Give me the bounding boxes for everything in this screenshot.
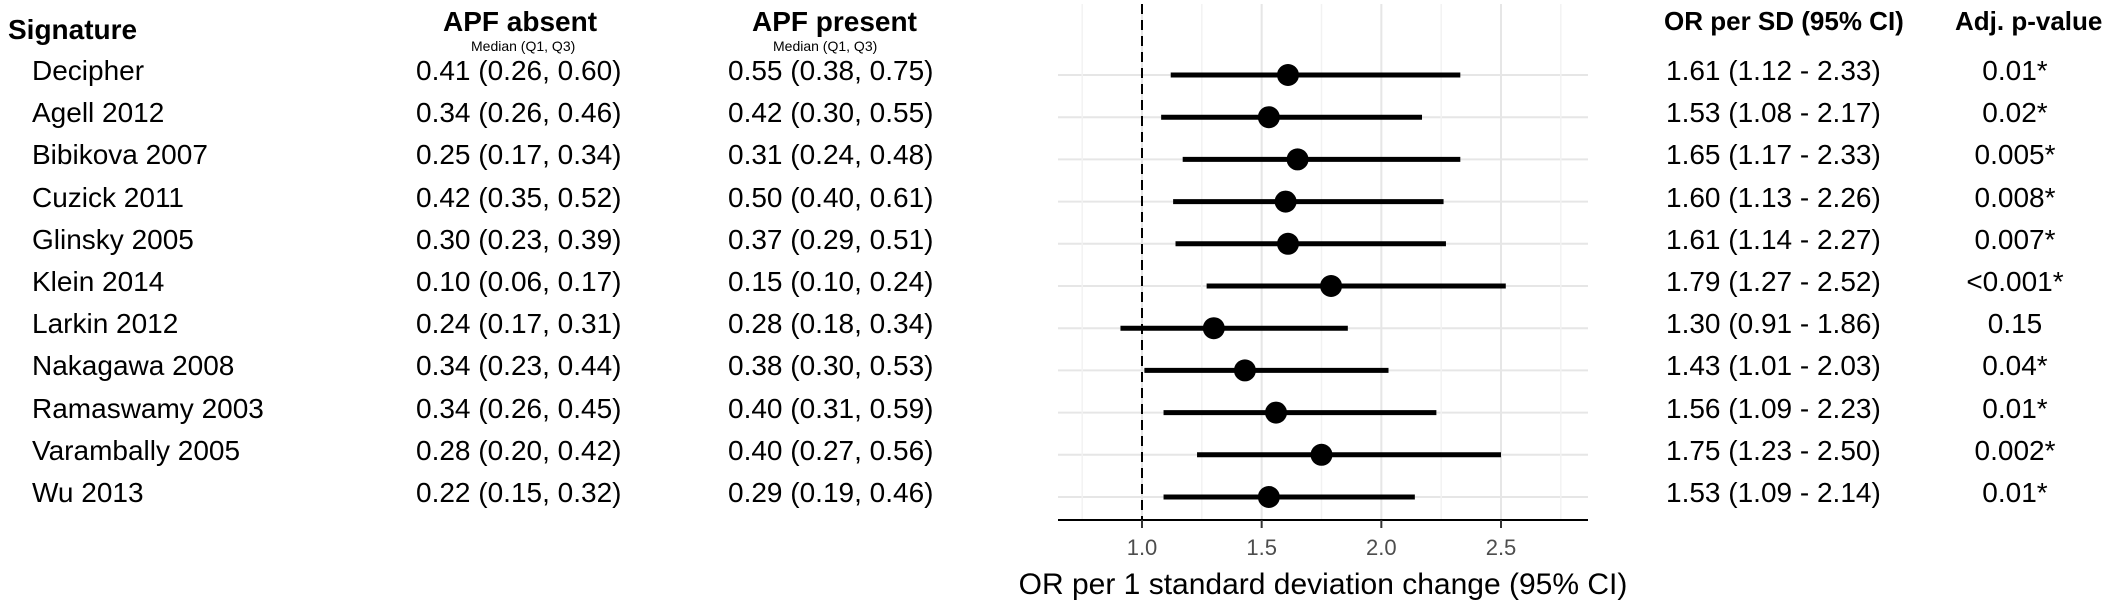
apf-present-value: 0.55 (0.38, 0.75) xyxy=(728,55,934,86)
or-ci-value: 1.53 (1.08 - 2.17) xyxy=(1666,97,1881,129)
signature-name: Klein 2014 xyxy=(32,266,165,297)
apf-absent-value: 0.10 (0.06, 0.17) xyxy=(416,266,622,297)
header-apf-present: APF present xyxy=(752,6,917,37)
p-value: 0.005* xyxy=(1974,139,2056,171)
signature-name: Ramaswamy 2003 xyxy=(32,392,264,424)
apf-present-value: 0.29 (0.19, 0.46) xyxy=(728,477,934,508)
signature-name: Decipher xyxy=(32,55,145,86)
signature-name: Glinsky 2005 xyxy=(32,223,194,255)
or-point xyxy=(1320,275,1343,297)
apf-absent-value: 0.22 (0.15, 0.32) xyxy=(416,477,622,508)
p-value: 0.01* xyxy=(1982,392,2048,424)
signature-name: Agell 2012 xyxy=(32,97,165,129)
p-value: 0.02* xyxy=(1982,97,2048,129)
x-tick-label: 1.0 xyxy=(1127,535,1158,560)
p-value: 0.008* xyxy=(1974,181,2056,213)
or-point xyxy=(1276,64,1299,86)
apf-absent-value: 0.30 (0.23, 0.39) xyxy=(416,223,622,255)
header-apf-absent: APF absent xyxy=(443,6,598,37)
apf-present-value: 0.15 (0.10, 0.24) xyxy=(728,266,934,297)
signature-name: Wu 2013 xyxy=(32,477,144,508)
or-point xyxy=(1286,148,1309,171)
apf-absent-value: 0.41 (0.26, 0.60) xyxy=(416,55,622,86)
p-value: 0.007* xyxy=(1974,223,2056,255)
apf-present-value: 0.28 (0.18, 0.34) xyxy=(728,308,934,340)
p-value: <0.001* xyxy=(1966,266,2064,297)
or-ci-value: 1.61 (1.14 - 2.27) xyxy=(1666,223,1881,255)
apf-absent-value: 0.28 (0.20, 0.42) xyxy=(416,434,622,466)
x-axis-label: OR per 1 standard deviation change (95% … xyxy=(1019,568,1628,601)
p-value: 0.15 xyxy=(1987,308,2043,340)
x-tick-label: 1.5 xyxy=(1246,535,1277,560)
or-ci-value: 1.53 (1.09 - 2.14) xyxy=(1666,477,1881,508)
apf-absent-value: 0.34 (0.23, 0.44) xyxy=(416,350,622,382)
or-ci-value: 1.43 (1.01 - 2.03) xyxy=(1666,350,1881,382)
or-point xyxy=(1202,317,1225,340)
or-ci-value: 1.30 (0.91 - 1.86) xyxy=(1666,308,1881,340)
or-ci-value: 1.60 (1.13 - 2.26) xyxy=(1666,181,1881,213)
or-ci-value: 1.61 (1.12 - 2.33) xyxy=(1666,55,1881,86)
or-point xyxy=(1233,359,1256,382)
or-point xyxy=(1257,486,1280,508)
apf-absent-value: 0.24 (0.17, 0.31) xyxy=(416,308,622,340)
apf-present-value: 0.37 (0.29, 0.51) xyxy=(728,223,934,255)
signature-name: Nakagawa 2008 xyxy=(32,350,235,382)
p-value: 0.01* xyxy=(1982,55,2048,86)
or-point xyxy=(1310,443,1333,466)
p-value: 0.01* xyxy=(1982,477,2048,508)
signature-name: Bibikova 2007 xyxy=(32,139,208,171)
apf-present-value: 0.40 (0.31, 0.59) xyxy=(728,392,934,424)
x-tick-label: 2.5 xyxy=(1486,535,1517,560)
or-point xyxy=(1265,401,1288,424)
header-apf-absent-sub: Median (Q1, Q3) xyxy=(471,38,576,54)
or-point xyxy=(1274,190,1297,213)
header-signature: Signature xyxy=(8,14,138,45)
apf-present-value: 0.42 (0.30, 0.55) xyxy=(728,97,934,129)
signature-name: Larkin 2012 xyxy=(32,308,179,340)
apf-absent-value: 0.34 (0.26, 0.46) xyxy=(416,97,622,129)
header-apf-present-sub: Median (Q1, Q3) xyxy=(773,38,878,54)
x-tick-label: 2.0 xyxy=(1366,535,1397,560)
p-value: 0.002* xyxy=(1974,434,2056,466)
header-pval: Adj. p-value xyxy=(1955,6,2103,36)
or-point xyxy=(1257,106,1280,129)
or-ci-value: 1.75 (1.23 - 2.50) xyxy=(1666,434,1881,466)
apf-absent-value: 0.34 (0.26, 0.45) xyxy=(416,392,622,424)
apf-present-value: 0.40 (0.27, 0.56) xyxy=(728,434,934,466)
or-point xyxy=(1276,232,1299,255)
or-ci-value: 1.56 (1.09 - 2.23) xyxy=(1666,392,1881,424)
signature-name: Cuzick 2011 xyxy=(32,181,185,213)
signature-name: Varambally 2005 xyxy=(32,434,241,466)
or-ci-value: 1.79 (1.27 - 2.52) xyxy=(1666,266,1881,297)
header-or: OR per SD (95% CI) xyxy=(1664,6,1904,36)
apf-absent-value: 0.42 (0.35, 0.52) xyxy=(416,181,622,213)
apf-absent-value: 0.25 (0.17, 0.34) xyxy=(416,139,622,171)
p-value: 0.04* xyxy=(1982,350,2048,382)
apf-present-value: 0.50 (0.40, 0.61) xyxy=(728,181,934,213)
apf-present-value: 0.31 (0.24, 0.48) xyxy=(728,139,934,171)
apf-present-value: 0.38 (0.30, 0.53) xyxy=(728,350,934,382)
or-ci-value: 1.65 (1.17 - 2.33) xyxy=(1666,139,1881,171)
